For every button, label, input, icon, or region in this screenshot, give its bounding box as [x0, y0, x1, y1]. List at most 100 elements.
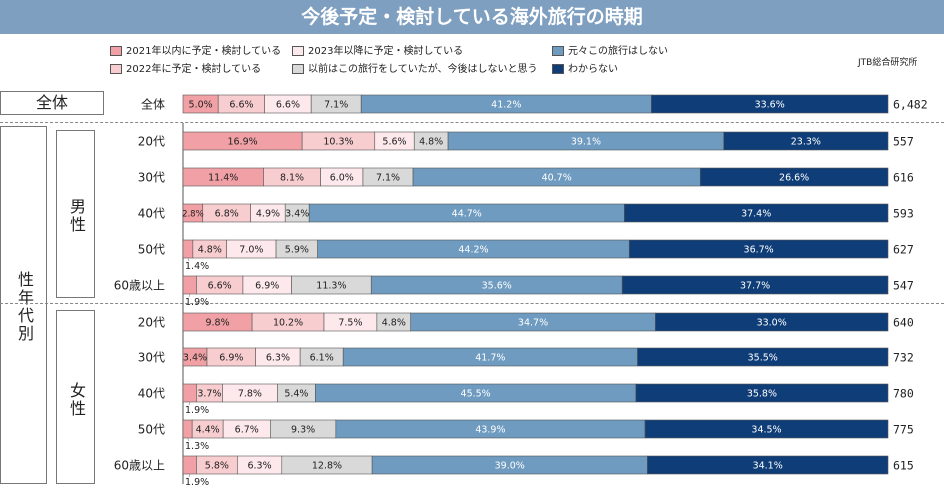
- data-label: 1.9%: [185, 477, 209, 488]
- data-label: 39.1%: [571, 137, 601, 148]
- data-label: 4.8%: [198, 245, 222, 256]
- data-label: 40.7%: [542, 173, 572, 184]
- sample-size-label: 616: [893, 171, 914, 185]
- category-label: 60歳以上: [114, 459, 165, 473]
- data-label: 44.2%: [458, 245, 488, 256]
- data-label: 43.9%: [475, 425, 505, 436]
- data-label: 7.0%: [239, 245, 263, 256]
- legend-item-2023: 2023年以降に予定・検討している: [292, 46, 463, 58]
- sample-size-label: 775: [893, 423, 914, 437]
- data-label: 6.3%: [266, 353, 290, 364]
- legend-item-2021: 2021年以内に予定・検討している: [110, 46, 281, 58]
- data-label: 11.4%: [208, 173, 238, 184]
- data-label: 6.6%: [276, 100, 300, 111]
- data-label: 41.7%: [475, 353, 505, 364]
- data-label: 41.2%: [491, 100, 521, 111]
- data-label: 35.6%: [482, 281, 512, 292]
- data-label: 45.5%: [461, 389, 491, 400]
- bar-segment: [699, 167, 889, 187]
- group-box-female: [56, 310, 95, 484]
- data-label: 2.8%: [182, 210, 204, 220]
- category-label: 20代: [138, 316, 165, 330]
- bar-segment: [637, 347, 889, 367]
- legend-swatch: [292, 46, 304, 56]
- label-leader: [188, 473, 190, 478]
- sample-size-label: 557: [893, 135, 914, 149]
- bar-segment: [647, 455, 889, 475]
- data-label: 7.1%: [376, 173, 400, 184]
- category-label: 50代: [138, 423, 165, 437]
- data-label: 3.4%: [285, 209, 309, 220]
- data-label: 26.6%: [779, 173, 809, 184]
- data-label: 3.7%: [197, 389, 221, 400]
- category-label: 30代: [138, 171, 165, 185]
- data-label: 35.5%: [748, 353, 778, 364]
- sample-size-label: 732: [893, 351, 914, 365]
- data-label: 7.8%: [238, 389, 262, 400]
- data-label: 6.0%: [330, 173, 354, 184]
- bar-segment: [182, 455, 197, 475]
- bar-segment: [644, 419, 889, 439]
- data-label: 9.3%: [291, 425, 315, 436]
- data-label: 4.8%: [419, 137, 443, 148]
- legend-item-never: 元々この旅行はしない: [552, 46, 668, 58]
- data-label: 1.9%: [185, 405, 209, 416]
- sample-size-label: 615: [893, 459, 914, 473]
- data-label: 6.9%: [255, 281, 279, 292]
- data-label: 10.2%: [273, 318, 303, 329]
- data-label: 5.9%: [285, 245, 309, 256]
- sample-size-label: 780: [893, 387, 914, 401]
- bar-segment: [723, 131, 889, 151]
- data-label: 6.6%: [229, 100, 253, 111]
- data-label: 1.3%: [185, 441, 209, 452]
- bar-segment: [182, 419, 193, 439]
- data-label: 6.8%: [215, 209, 239, 220]
- category-label: 全体: [141, 97, 165, 112]
- source-note: JTB総合研究所: [858, 58, 918, 68]
- data-label: 36.7%: [744, 245, 774, 256]
- data-label: 5.4%: [284, 389, 308, 400]
- group-label-gender-age: 性年代別: [15, 271, 34, 343]
- data-label: 6.1%: [310, 353, 334, 364]
- data-label: 5.6%: [382, 137, 406, 148]
- bar-segment: [628, 239, 889, 259]
- legend-label: 2023年以降に予定・検討している: [308, 46, 464, 57]
- data-label: 7.1%: [324, 100, 348, 111]
- data-label: 12.8%: [312, 461, 342, 472]
- category-label: 30代: [138, 351, 165, 365]
- legend-swatch: [552, 64, 564, 74]
- data-label: 8.1%: [280, 173, 304, 184]
- group-box-overall: [0, 91, 104, 115]
- bar-segment: [182, 239, 194, 259]
- group-label-female: 女性: [67, 382, 86, 418]
- label-leader: [188, 293, 190, 298]
- data-label: 16.9%: [227, 137, 257, 148]
- data-label: 37.4%: [741, 209, 771, 220]
- chart-title: 今後予定・検討している海外旅行の時期: [301, 6, 643, 28]
- sample-size-label: 627: [893, 243, 914, 257]
- group-label-overall: 全体: [35, 93, 68, 112]
- data-label: 35.8%: [747, 389, 777, 400]
- group-box-male: [56, 130, 95, 298]
- data-label: 44.7%: [452, 209, 482, 220]
- data-label: 3.4%: [183, 353, 207, 364]
- data-label: 7.5%: [338, 318, 362, 329]
- group-label-male: 男性: [67, 198, 86, 234]
- legend-label: 元々この旅行はしない: [568, 46, 668, 57]
- bar-segment: [624, 203, 889, 223]
- data-label: 34.7%: [518, 318, 548, 329]
- legend-swatch: [552, 46, 564, 56]
- legend-label: 以前はこの旅行をしていたが、今後はしないと思う: [308, 64, 538, 75]
- data-label: 6.6%: [208, 281, 232, 292]
- legend-label: 2022年に予定・検討している: [126, 64, 262, 75]
- legend-label: 2021年以内に予定・検討している: [126, 46, 282, 57]
- data-label: 1.9%: [185, 297, 209, 308]
- sample-size-label: 593: [893, 207, 914, 221]
- sample-size-label: 640: [893, 316, 914, 330]
- data-label: 11.3%: [316, 281, 346, 292]
- data-label: 1.4%: [185, 261, 209, 272]
- group-box-gender-age: [0, 126, 47, 484]
- legend-swatch: [292, 64, 304, 74]
- category-label: 40代: [138, 207, 165, 221]
- data-label: 9.8%: [205, 318, 229, 329]
